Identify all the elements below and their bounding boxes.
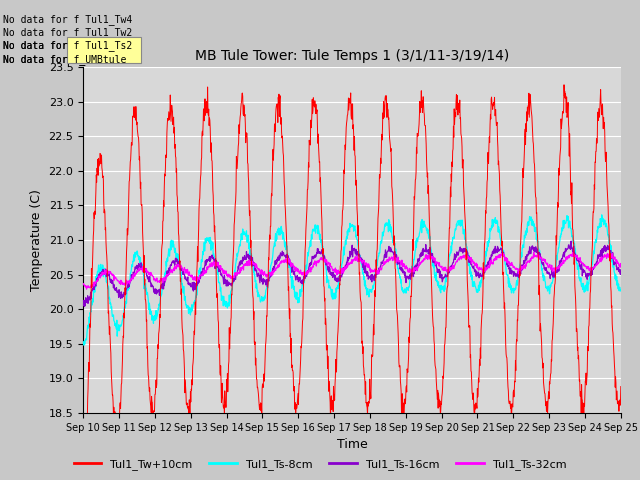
Legend: Tul1_Tw+10cm, Tul1_Ts-8cm, Tul1_Ts-16cm, Tul1_Ts-32cm: Tul1_Tw+10cm, Tul1_Ts-8cm, Tul1_Ts-16cm,… (69, 455, 571, 474)
Text: No data for f Tul1_Ts2: No data for f Tul1_Ts2 (3, 40, 132, 51)
Text: No data for f Tul1_Tw4: No data for f Tul1_Tw4 (3, 13, 132, 24)
Text: No data for f Tul1_Tw2: No data for f Tul1_Tw2 (3, 27, 132, 38)
Text: No data for f Tul1_Ts2: No data for f Tul1_Ts2 (3, 40, 132, 51)
Text: No data for f_UMBtule: No data for f_UMBtule (3, 54, 127, 65)
Title: MB Tule Tower: Tule Temps 1 (3/1/11-3/19/14): MB Tule Tower: Tule Temps 1 (3/1/11-3/19… (195, 49, 509, 63)
Text: No data for f_UMBtule: No data for f_UMBtule (3, 54, 127, 65)
X-axis label: Time: Time (337, 438, 367, 451)
Y-axis label: Temperature (C): Temperature (C) (30, 189, 43, 291)
